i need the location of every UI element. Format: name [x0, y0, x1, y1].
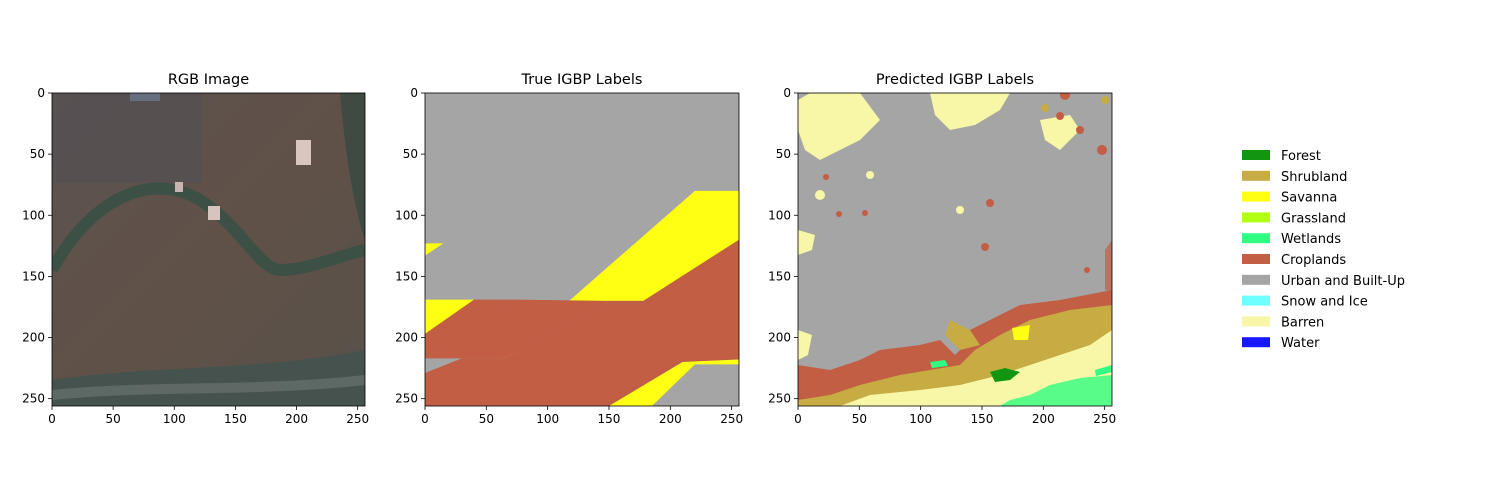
panel-title-true: True IGBP Labels	[521, 72, 643, 88]
legend: Forest Shrubland Savanna Grassland Wetlands C…	[1242, 149, 1405, 351]
y-tick-label: 100	[22, 208, 45, 222]
y-tick-label: 150	[768, 269, 791, 283]
legend-label: Savanna	[1281, 191, 1337, 206]
panel-predicted-labels: Predicted IGBP Labels	[768, 72, 1116, 426]
panel-title-rgb: RGB Image	[168, 72, 249, 88]
x-tick-label: 150	[971, 412, 994, 426]
true-label-map	[425, 93, 739, 406]
y-tick-label: 50	[776, 147, 791, 161]
y-tick-label: 200	[395, 331, 418, 345]
y-tick-label: 250	[768, 392, 791, 406]
legend-label: Croplands	[1281, 253, 1346, 268]
legend-swatch	[1242, 295, 1270, 306]
x-tick-label: 100	[909, 412, 932, 426]
y-tick-label: 200	[22, 331, 45, 345]
x-tick-label: 250	[720, 412, 743, 426]
y-tick-label: 250	[395, 392, 418, 406]
x-tick-label: 100	[536, 412, 559, 426]
x-tick-label: 100	[163, 412, 186, 426]
x-tick-label: 200	[285, 412, 308, 426]
x-tick-label: 150	[598, 412, 621, 426]
panel-true-labels: True IGBP Labels 0 50 100 150 200 25005010015…	[395, 72, 743, 426]
legend-label: Wetlands	[1281, 232, 1341, 247]
y-tick-label: 100	[768, 208, 791, 222]
y-tick-label: 0	[783, 86, 791, 100]
x-tick-label: 250	[346, 412, 369, 426]
y-tick-label: 100	[395, 208, 418, 222]
y-tick-label: 250	[22, 392, 45, 406]
region-croplands	[425, 247, 739, 406]
y-tick-label: 0	[37, 86, 45, 100]
region-savanna	[461, 190, 739, 359]
legend-label: Barren	[1281, 315, 1324, 330]
predicted-label-map	[798, 93, 1112, 406]
x-tick-label: 50	[852, 412, 867, 426]
legend-label: Forest	[1281, 149, 1321, 164]
x-tick-label: 50	[105, 412, 120, 426]
legend-label: Urban and Built-Up	[1281, 274, 1405, 289]
region-savanna	[608, 359, 739, 406]
x-tick-label: 0	[794, 412, 802, 426]
legend-swatch	[1242, 274, 1270, 285]
x-tick-label: 0	[48, 412, 56, 426]
legend-label: Water	[1281, 336, 1320, 351]
legend-label: Shrubland	[1281, 170, 1347, 185]
legend-swatch	[1242, 254, 1270, 264]
x-tick-label: 200	[659, 412, 682, 426]
y-tick-label: 0	[410, 86, 418, 100]
x-tick-label: 150	[224, 412, 247, 426]
region-savanna	[425, 243, 444, 256]
legend-label: Grassland	[1281, 211, 1346, 226]
x-tick-label: 50	[479, 412, 494, 426]
legend-swatch	[1242, 170, 1270, 181]
legend-swatch	[1242, 212, 1270, 223]
legend-label: Snow and Ice	[1281, 295, 1368, 310]
rgb-image	[52, 93, 365, 406]
legend-swatch	[1242, 150, 1270, 160]
legend-swatch	[1242, 233, 1270, 244]
x-tick-label: 0	[421, 412, 429, 426]
legend-swatch	[1242, 337, 1270, 348]
x-tick-label: 200	[1032, 412, 1055, 426]
y-tick-label: 200	[768, 331, 791, 345]
x-tick-label: 250	[1093, 412, 1116, 426]
y-tick-label: 150	[395, 269, 418, 283]
y-tick-label: 150	[22, 269, 45, 283]
y-tick-label: 50	[403, 147, 418, 161]
region-croplands	[425, 239, 739, 359]
legend-swatch	[1242, 316, 1270, 327]
y-tick-label: 50	[30, 147, 45, 161]
panel-title-predicted: Predicted IGBP Labels	[876, 72, 1034, 88]
legend-swatch	[1242, 191, 1270, 202]
